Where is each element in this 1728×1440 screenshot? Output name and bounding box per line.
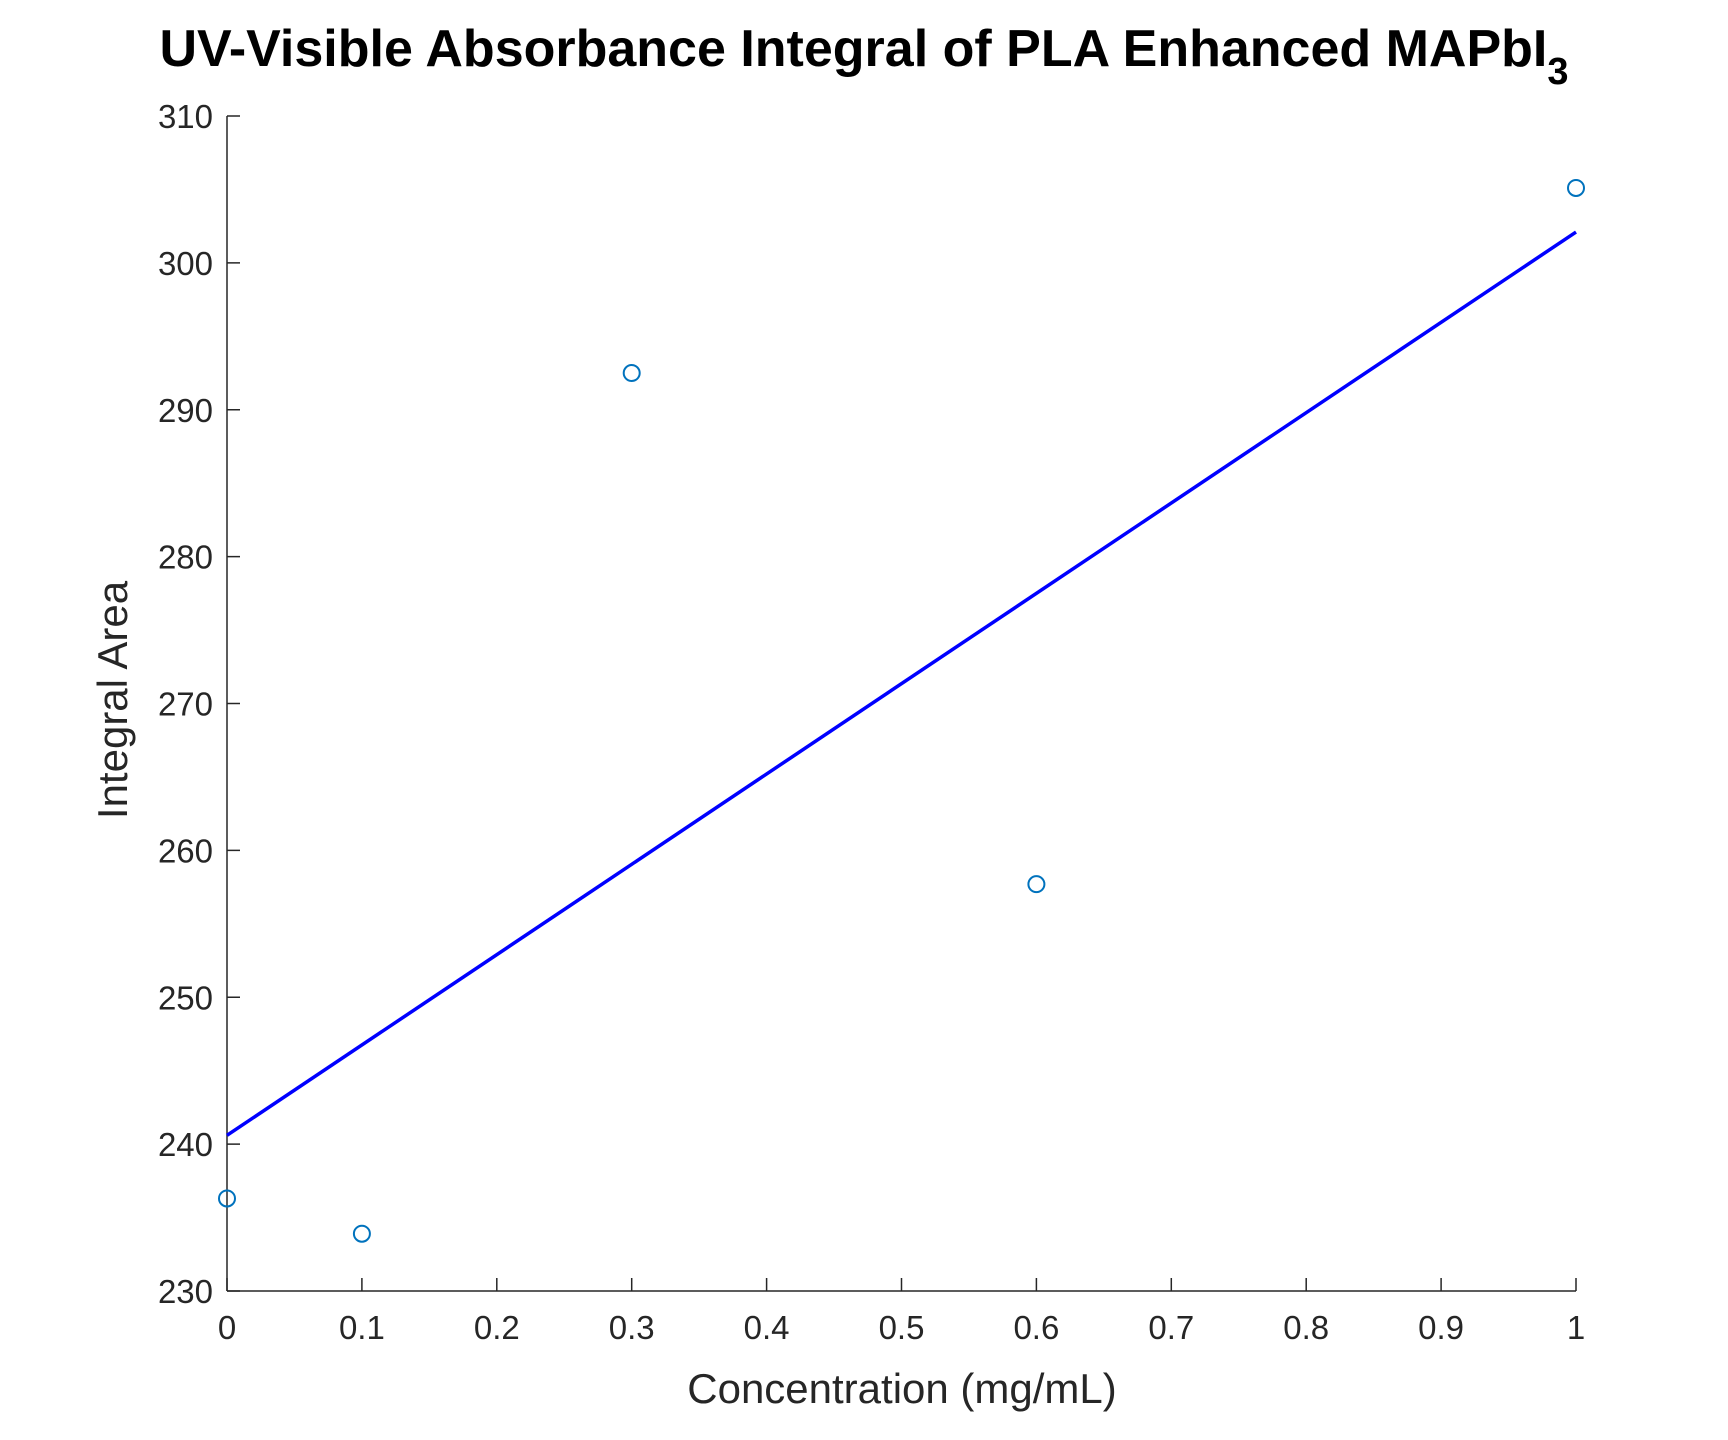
x-tick-label: 1: [1567, 1309, 1585, 1346]
plot-axes: [226, 116, 1576, 1292]
x-tick-label: 0.5: [879, 1309, 925, 1346]
y-tick-label: 260: [158, 832, 213, 869]
y-axis-ticks: 230 240 250 260 270 280 290 300 310: [158, 98, 240, 1310]
x-axis-label: Concentration (mg/mL): [687, 1365, 1117, 1412]
data-points: [218, 178, 1585, 1243]
x-tick-label: 0.1: [339, 1309, 385, 1346]
x-axis-ticks: 0 0.1 0.2 0.3 0.4 0.5 0.6 0.7 0.8 0.9 1: [218, 1278, 1585, 1346]
fit-line: [226, 230, 1577, 1137]
y-tick-label: 290: [158, 392, 213, 429]
data-point: [352, 1224, 371, 1243]
y-tick-label: 240: [158, 1126, 213, 1163]
fit-line-group: [226, 230, 1577, 1137]
data-point: [1567, 178, 1585, 197]
x-tick-label: 0: [218, 1309, 236, 1346]
y-tick-label: 230: [158, 1273, 213, 1310]
y-tick-label: 250: [158, 979, 213, 1016]
x-tick-label: 0.9: [1418, 1309, 1464, 1346]
y-axis-label: Integral Area: [89, 580, 136, 819]
y-tick-label: 300: [158, 245, 213, 282]
y-tick-label: 310: [158, 98, 213, 135]
x-tick-label: 0.3: [609, 1309, 655, 1346]
data-point: [622, 364, 641, 383]
x-tick-label: 0.8: [1283, 1309, 1329, 1346]
chart-title-subscript: 3: [1547, 51, 1568, 93]
x-tick-label: 0.6: [1013, 1309, 1059, 1346]
x-tick-label: 0.2: [474, 1309, 520, 1346]
data-point: [218, 1189, 236, 1208]
chart-title: UV-Visible Absorbance Integral of PLA En…: [159, 20, 1568, 93]
chart-title-main: UV-Visible Absorbance Integral of PLA En…: [159, 20, 1547, 78]
y-tick-label: 280: [158, 539, 213, 576]
y-tick-label: 270: [158, 686, 213, 723]
data-point: [1027, 875, 1046, 894]
x-tick-label: 0.7: [1148, 1309, 1194, 1346]
x-tick-label: 0.4: [744, 1309, 790, 1346]
